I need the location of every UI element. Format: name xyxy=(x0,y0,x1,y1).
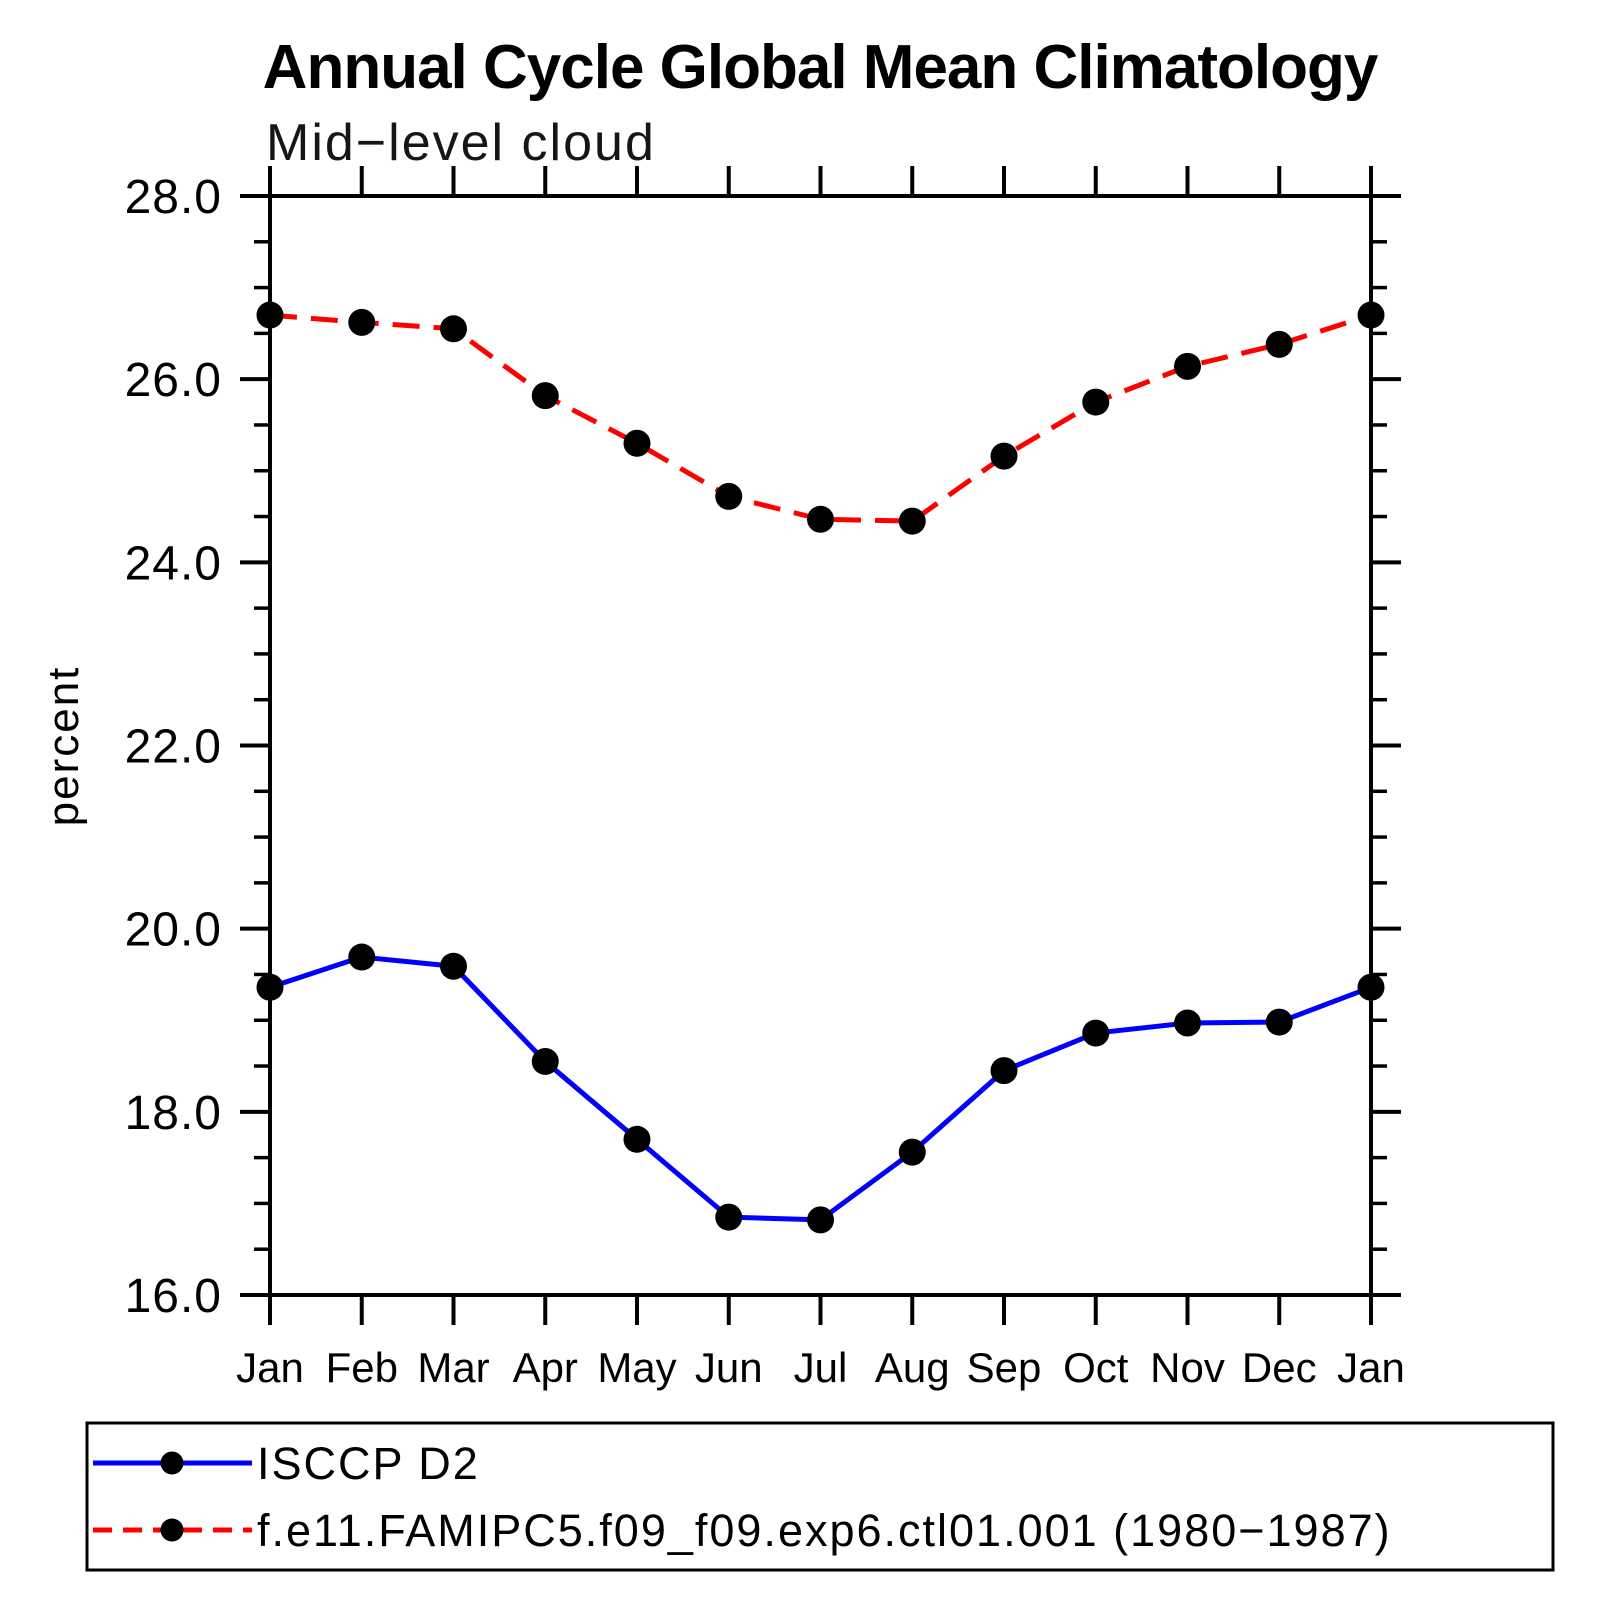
x-tick-label: Jan xyxy=(236,1344,304,1391)
data-point-marker xyxy=(256,301,284,329)
data-point-marker xyxy=(990,442,1018,470)
x-tick-labels: Jan Feb Mar Apr May Jun Jul Aug Sep Oct Nov Dec Jan xyxy=(236,1344,1405,1391)
y-axis-title: percent xyxy=(39,666,88,827)
legend-label-model-run: f.e11.FAMIPC5.f09_f09.exp6.ctl01.001 (19… xyxy=(257,1505,1392,1556)
series-line-solid xyxy=(269,954,1372,1223)
x-tick-label: Jan xyxy=(1337,1344,1405,1391)
data-point-marker xyxy=(898,507,926,535)
y-tick-label: 26.0 xyxy=(125,354,222,407)
data-point-marker xyxy=(807,505,834,533)
data-point-marker xyxy=(623,1125,651,1153)
x-tick-label: May xyxy=(597,1344,676,1391)
data-point-marker xyxy=(1174,1009,1201,1037)
x-tick-label: Jul xyxy=(794,1344,848,1391)
data-point-marker xyxy=(531,382,559,410)
axis-ticks xyxy=(240,166,1401,1325)
x-tick-label: Feb xyxy=(326,1344,398,1391)
legend: ISCCP D2 f.e11.FAMIPC5.f09_f09.exp6.ctl0… xyxy=(85,1421,1555,1572)
data-point-marker xyxy=(623,429,651,457)
legend-box xyxy=(85,1421,1555,1572)
x-tick-label: Oct xyxy=(1063,1344,1129,1391)
x-tick-label: Apr xyxy=(513,1344,578,1391)
data-point-marker xyxy=(1357,301,1385,329)
data-point-marker xyxy=(898,1138,926,1166)
data-point-marker xyxy=(807,1206,834,1234)
data-point-marker xyxy=(256,973,284,1001)
y-tick-label: 28.0 xyxy=(125,171,222,224)
x-tick-label: Mar xyxy=(417,1344,489,1391)
data-point-marker xyxy=(440,952,467,980)
y-tick-label: 18.0 xyxy=(125,1087,222,1140)
x-tick-label: Aug xyxy=(875,1344,950,1391)
y-tick-label: 20.0 xyxy=(125,904,222,957)
legend-sample-marker xyxy=(160,1518,184,1542)
x-tick-label: Sep xyxy=(967,1344,1042,1391)
data-point-marker xyxy=(348,308,376,336)
data-point-marker xyxy=(531,1047,559,1075)
x-tick-label: Dec xyxy=(1242,1344,1317,1391)
data-point-marker xyxy=(1265,1008,1293,1036)
data-point-marker xyxy=(715,1203,743,1231)
series-line-dashed xyxy=(269,312,1372,524)
data-point-marker xyxy=(715,482,743,510)
data-point-marker xyxy=(440,315,467,343)
data-point-marker xyxy=(1357,973,1385,1001)
data-point-marker xyxy=(348,943,376,971)
y-tick-label: 22.0 xyxy=(125,721,222,774)
x-tick-label: Jun xyxy=(695,1344,763,1391)
data-point-marker xyxy=(990,1057,1018,1085)
y-tick-labels: 16.0 18.0 20.0 22.0 24.0 26.0 28.0 xyxy=(125,171,222,1323)
legend-sample-marker xyxy=(160,1451,184,1475)
data-point-marker xyxy=(1265,330,1293,358)
y-tick-label: 24.0 xyxy=(125,537,222,590)
legend-label-isccp-d2: ISCCP D2 xyxy=(257,1438,480,1489)
x-tick-label: Nov xyxy=(1150,1344,1225,1391)
data-point-marker xyxy=(1174,352,1201,380)
y-tick-label: 16.0 xyxy=(125,1270,222,1323)
chart-subtitle: Mid−level cloud xyxy=(266,114,656,172)
data-point-marker xyxy=(1082,388,1110,416)
data-series xyxy=(256,301,1385,1234)
legend-samples xyxy=(93,1451,252,1542)
chart-title: Annual Cycle Global Mean Climatology xyxy=(263,33,1379,102)
data-point-marker xyxy=(1082,1019,1110,1047)
